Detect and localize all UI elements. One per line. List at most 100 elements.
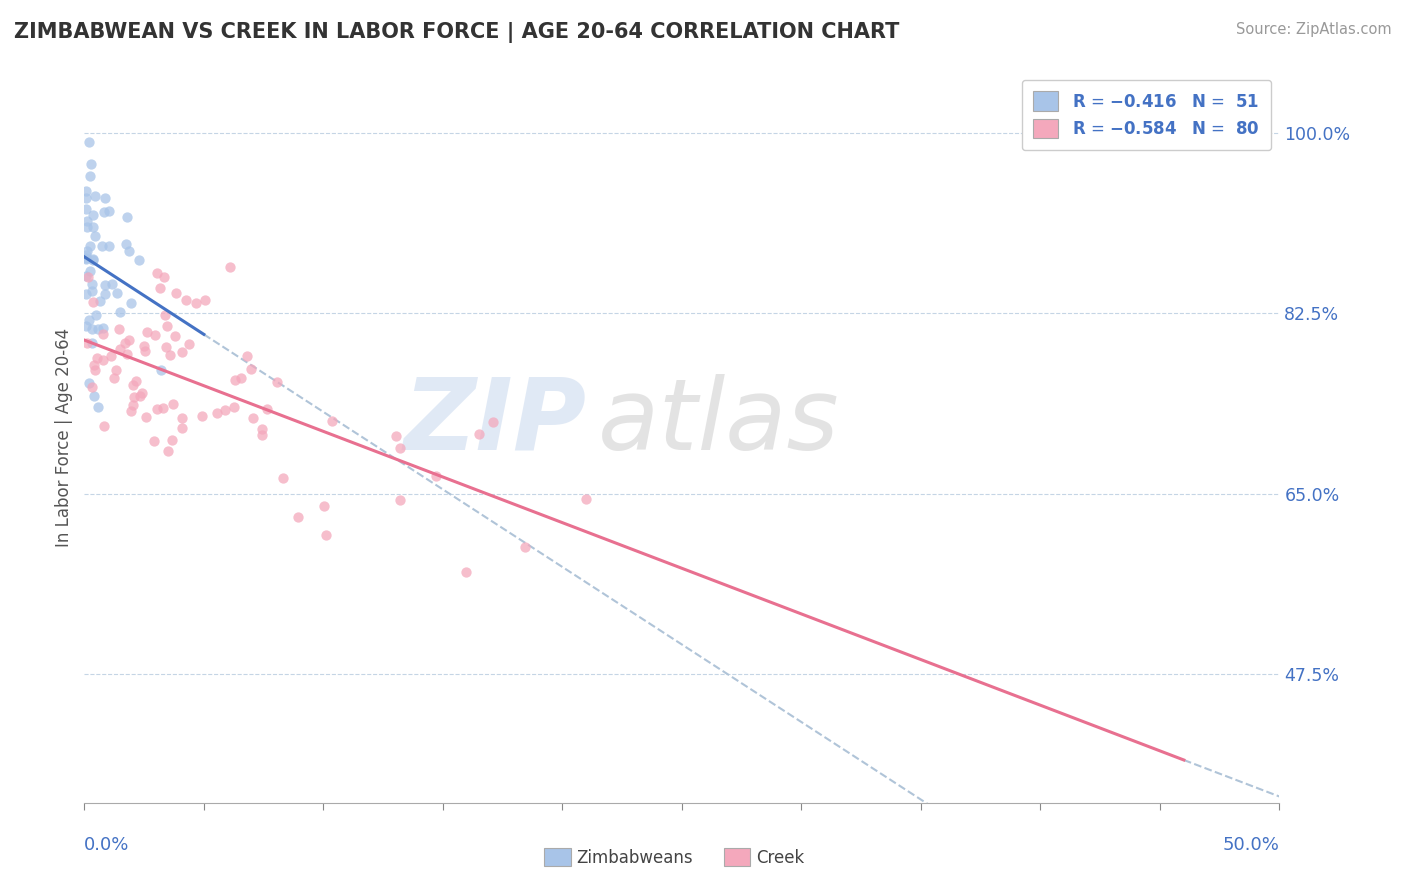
Point — [240, 362, 263, 376]
Point — [384, 429, 406, 443]
Point — [170, 420, 193, 434]
Point — [91, 352, 114, 367]
Point — [266, 375, 288, 389]
Point — [389, 492, 412, 507]
Text: Source: ZipAtlas.com: Source: ZipAtlas.com — [1236, 22, 1392, 37]
Point — [120, 403, 142, 417]
Point — [76, 318, 98, 333]
Point — [114, 237, 136, 252]
Point — [100, 350, 122, 364]
Point — [575, 491, 598, 506]
Point — [218, 260, 240, 274]
Point — [104, 363, 127, 377]
Point — [75, 248, 97, 262]
Point — [149, 362, 172, 376]
Point — [177, 336, 200, 351]
Point — [194, 293, 217, 308]
Point — [75, 190, 97, 204]
Point — [513, 541, 536, 555]
Point — [82, 322, 104, 336]
Point — [170, 411, 193, 425]
Bar — [724, 848, 749, 866]
Text: 50.0%: 50.0% — [1223, 836, 1279, 854]
Point — [103, 371, 125, 385]
Point — [75, 202, 97, 216]
Point — [143, 434, 166, 449]
Point — [82, 220, 104, 235]
Point — [75, 287, 97, 301]
Point — [77, 312, 100, 326]
Point — [82, 208, 104, 222]
Point — [128, 252, 150, 267]
Point — [87, 400, 110, 414]
Text: ZIP: ZIP — [404, 374, 586, 471]
Point — [80, 335, 103, 350]
Point — [79, 169, 101, 183]
Text: atlas: atlas — [599, 374, 839, 471]
Point — [121, 296, 143, 310]
Point — [75, 252, 97, 266]
Point — [128, 389, 150, 403]
Point — [82, 294, 104, 309]
Point — [93, 204, 115, 219]
Point — [83, 358, 105, 372]
Point — [75, 252, 97, 266]
Point — [122, 378, 145, 392]
Point — [149, 281, 172, 295]
Point — [107, 322, 129, 336]
Point — [250, 422, 273, 436]
Text: Zimbabweans: Zimbabweans — [576, 848, 693, 867]
Point — [76, 244, 98, 258]
Point — [157, 444, 180, 458]
Point — [75, 184, 97, 198]
Point — [482, 415, 505, 429]
Point — [425, 468, 447, 483]
Point — [80, 157, 103, 171]
Point — [156, 318, 179, 333]
Point — [83, 388, 105, 402]
Point — [312, 499, 335, 513]
Point — [145, 401, 167, 416]
Point — [79, 264, 101, 278]
Point — [125, 374, 148, 388]
Point — [84, 229, 107, 244]
Point — [153, 308, 176, 322]
Point — [90, 239, 112, 253]
Point — [136, 325, 159, 339]
Point — [110, 305, 132, 319]
Text: ZIMBABWEAN VS CREEK IN LABOR FORCE | AGE 20-64 CORRELATION CHART: ZIMBABWEAN VS CREEK IN LABOR FORCE | AGE… — [14, 22, 900, 44]
Point — [242, 411, 264, 425]
Point — [184, 296, 207, 310]
Point — [82, 252, 104, 266]
Point — [94, 191, 117, 205]
Y-axis label: In Labor Force | Age 20-64: In Labor Force | Age 20-64 — [55, 327, 73, 547]
Point — [115, 347, 138, 361]
Point — [165, 285, 187, 300]
Legend: $\mathbf{R}$ = $\mathbf{-0.416}$   $\mathbf{N}$ =  $\mathbf{51}$, $\mathbf{R}$ =: $\mathbf{R}$ = $\mathbf{-0.416}$ $\mathb… — [1022, 79, 1271, 150]
Point — [165, 329, 187, 343]
Point — [76, 213, 98, 227]
Point — [97, 239, 120, 253]
Point — [118, 333, 141, 347]
Point — [467, 426, 489, 441]
Point — [146, 266, 169, 280]
Point — [114, 336, 136, 351]
Point — [224, 373, 246, 387]
Point — [93, 419, 115, 434]
Text: 0.0%: 0.0% — [84, 836, 129, 854]
Point — [79, 238, 101, 252]
Point — [89, 293, 111, 308]
Point — [122, 390, 145, 404]
Point — [118, 244, 141, 259]
Point — [91, 321, 114, 335]
Point — [256, 402, 278, 417]
Point — [77, 135, 100, 149]
Point — [94, 277, 117, 292]
Text: Creek: Creek — [756, 848, 804, 867]
Point — [80, 380, 103, 394]
Point — [87, 322, 110, 336]
Point — [82, 277, 104, 291]
Point — [454, 565, 477, 579]
Point — [83, 363, 105, 377]
Point — [80, 285, 103, 299]
